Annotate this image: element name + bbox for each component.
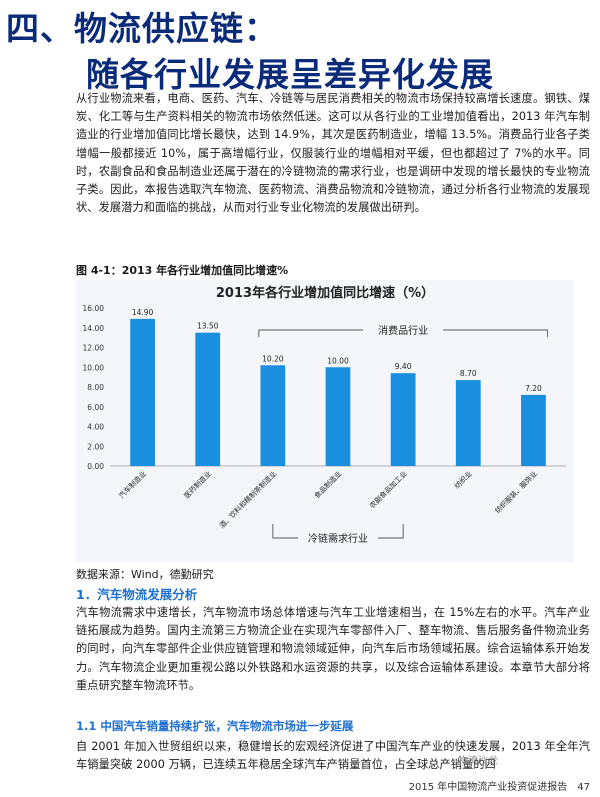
y-tick-label: 2.00 [87, 442, 104, 451]
y-tick-label: 0.00 [87, 462, 104, 471]
footer-report-title: 2015 年中国物流产业投资促进报告 [408, 782, 568, 793]
section-title: 1．汽车物流发展分析 [76, 587, 198, 602]
bars: 14.90 13.50 10.20 10.00 9.40 8.70 7.20 [130, 308, 546, 466]
y-tick-label: 12.00 [83, 344, 105, 353]
bar-value-label: 8.70 [460, 369, 477, 378]
x-category-label: 酒、饮料和精制茶制造业 [217, 469, 278, 530]
x-axis-labels: 汽车制造业 医药制造业 酒、饮料和精制茶制造业 食品制造业 农副食品加工业 纺织业 纺织服装… [117, 469, 539, 530]
bar-value-label: 10.00 [327, 356, 349, 365]
bar-value-label: 14.90 [132, 308, 154, 317]
section-paragraph: 汽车物流需求中速增长，汽车物流市场总体增速与汽车工业增速相当，在 15%左右的水… [76, 606, 590, 692]
bar [390, 373, 416, 466]
bar-value-label: 7.20 [525, 384, 542, 393]
bar [325, 367, 351, 466]
y-tick-label: 8.00 [87, 383, 104, 392]
watermark: 物流沙龙 [458, 756, 498, 767]
page-number: 47 [577, 782, 590, 793]
heading-line-1: 四、物流供应链： [6, 9, 278, 48]
heading-line-2: 随各行业发展呈差异化发展 [86, 55, 494, 94]
data-source: 数据来源：Wind，德勤研究 [76, 568, 214, 581]
x-category-label: 汽车制造业 [117, 469, 148, 500]
intro-paragraph: 从行业物流来看，电商、医药、汽车、冷链等与居民消费相关的物流市场保持较高增长速度… [76, 92, 590, 215]
bar [195, 332, 221, 466]
bar-chart-svg: 2013年各行业增加值同比增速（%） 0.00 2.00 4.00 6.00 8.00 1… [83, 285, 566, 546]
x-category-label: 食品制造业 [312, 469, 343, 500]
cold-chain-label: 冷链需求行业 [308, 532, 368, 545]
subsection-title: 1.1 中国汽车销量持续扩张，汽车物流市场进一步延展 [76, 719, 354, 733]
bar [260, 365, 286, 466]
page-footer: 2015 年中国物流产业投资促进报告 47 [409, 778, 590, 793]
y-tick-label: 6.00 [87, 403, 104, 412]
chart-title: 2013年各行业增加值同比增速（%） [216, 285, 434, 301]
bar-chart: 2013年各行业增加值同比增速（%） 0.00 2.00 4.00 6.00 8.00 1… [76, 280, 574, 562]
y-tick-label: 10.00 [83, 363, 105, 372]
consumer-goods-label-bg [363, 321, 444, 337]
bar-value-label: 9.40 [395, 362, 412, 371]
x-category-label: 医药制造业 [182, 469, 213, 500]
x-category-label: 纺织业 [452, 469, 473, 490]
y-tick-label: 16.00 [83, 304, 105, 313]
figure-caption: 图 4-1：2013 年各行业增加值同比增速% [76, 264, 289, 277]
x-category-label: 农副食品加工业 [368, 469, 409, 510]
y-tick-label: 4.00 [87, 423, 104, 432]
bar-value-label: 13.50 [197, 322, 219, 331]
bar [521, 394, 546, 466]
subsection-paragraph: 自 2001 年加入世贸组织以来，稳健增长的宏观经济促进了中国汽车产业的快速发展… [76, 740, 590, 772]
x-category-label: 纺织服装、服饰业 [493, 469, 539, 515]
cold-chain-label-bg [298, 530, 378, 546]
bar-value-label: 10.20 [262, 354, 284, 363]
bar [455, 380, 481, 466]
consumer-goods-label: 消费品行业 [378, 324, 428, 337]
bar [130, 318, 155, 466]
y-axis: 0.00 2.00 4.00 6.00 8.00 10.00 12.00 14.00 16.00 [83, 304, 566, 471]
y-tick-label: 14.00 [83, 324, 105, 333]
